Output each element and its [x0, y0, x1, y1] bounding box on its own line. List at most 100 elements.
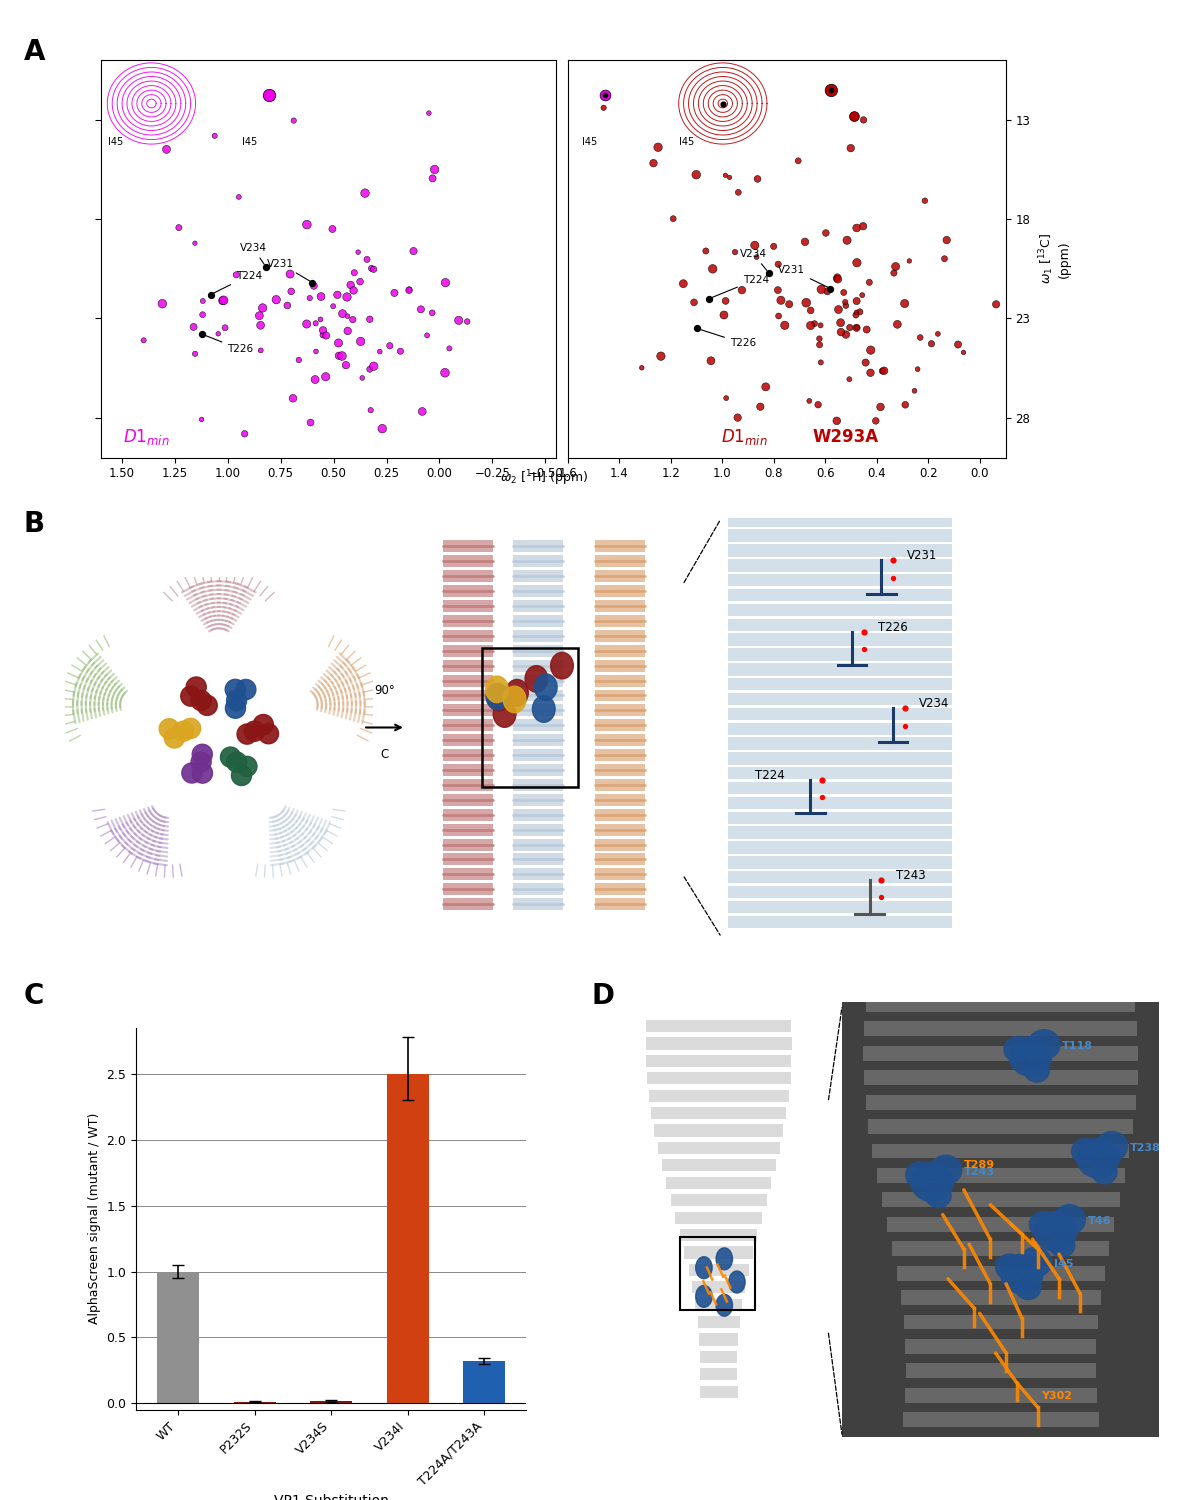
Point	[813, 784, 832, 808]
Point	[230, 184, 248, 209]
Text: A: A	[24, 38, 45, 66]
Circle shape	[181, 686, 201, 706]
Point	[838, 228, 856, 252]
Point	[847, 251, 866, 274]
Text: V231: V231	[778, 264, 828, 288]
Circle shape	[486, 684, 509, 709]
Point	[632, 356, 651, 380]
Point	[306, 312, 325, 336]
Point	[801, 314, 820, 338]
Point	[702, 350, 720, 374]
Point	[316, 364, 335, 388]
Circle shape	[181, 718, 201, 738]
Text: B: B	[24, 510, 45, 538]
Point	[344, 261, 363, 285]
Point	[341, 273, 360, 297]
Point	[953, 340, 972, 364]
Point	[328, 284, 347, 308]
Text: Y302: Y302	[1041, 1392, 1072, 1401]
Point	[370, 339, 389, 363]
Point	[873, 358, 892, 382]
Point	[193, 290, 212, 314]
Text: T289: T289	[964, 1160, 995, 1170]
Point	[338, 320, 357, 344]
Point	[716, 164, 735, 188]
Point	[648, 135, 667, 159]
Point	[205, 124, 224, 148]
Circle shape	[198, 696, 218, 715]
Point	[836, 322, 855, 346]
Circle shape	[258, 723, 278, 744]
Point	[847, 300, 866, 324]
Circle shape	[930, 1155, 962, 1185]
Point	[922, 332, 940, 356]
Point	[687, 162, 706, 186]
Point	[235, 422, 254, 446]
Bar	[234, 1402, 276, 1404]
Point	[336, 352, 355, 376]
Circle shape	[1001, 1254, 1043, 1293]
Circle shape	[182, 764, 202, 783]
Point	[251, 339, 270, 363]
Point	[905, 380, 924, 404]
Circle shape	[235, 680, 256, 699]
Point	[361, 308, 380, 332]
Point	[832, 310, 851, 334]
Circle shape	[192, 744, 212, 765]
Point	[854, 620, 873, 644]
Point	[652, 344, 671, 368]
Circle shape	[1072, 1138, 1099, 1164]
Point	[350, 270, 369, 294]
Text: T243: T243	[896, 868, 925, 882]
Point	[344, 279, 363, 303]
Point	[789, 148, 808, 172]
Circle shape	[173, 722, 194, 741]
Point	[836, 294, 855, 318]
Point	[715, 303, 733, 327]
Circle shape	[1024, 1059, 1049, 1082]
Point	[284, 387, 303, 411]
Circle shape	[190, 752, 211, 772]
Y-axis label: $\omega_1$ [$^{13}$C]
(ppm): $\omega_1$ [$^{13}$C] (ppm)	[1037, 232, 1071, 285]
Circle shape	[220, 747, 240, 766]
Point	[323, 217, 342, 242]
Circle shape	[1004, 1036, 1032, 1062]
Text: T224: T224	[712, 274, 769, 297]
Circle shape	[226, 752, 246, 772]
Bar	[387, 1074, 429, 1404]
Point	[700, 286, 719, 310]
Circle shape	[486, 676, 509, 702]
Text: $\omega_2$ [$^1$H] (ppm): $\omega_2$ [$^1$H] (ppm)	[500, 468, 588, 488]
Point	[832, 320, 851, 344]
Point	[896, 696, 914, 720]
Point	[937, 228, 956, 252]
Point	[353, 366, 371, 390]
Circle shape	[1009, 1036, 1052, 1076]
Point	[797, 291, 816, 315]
Point	[801, 298, 820, 322]
Text: I45: I45	[679, 138, 694, 147]
Point	[827, 410, 846, 434]
Point	[364, 354, 383, 378]
Point	[987, 292, 1006, 316]
Point	[751, 394, 770, 418]
Point	[674, 272, 693, 296]
Text: V234: V234	[240, 243, 266, 264]
Point	[847, 303, 866, 327]
Circle shape	[1054, 1204, 1085, 1234]
Text: V234: V234	[919, 698, 950, 709]
Point	[362, 256, 381, 280]
Point	[337, 285, 356, 309]
Point	[413, 399, 432, 423]
Point	[186, 342, 205, 366]
Point	[861, 362, 880, 386]
Circle shape	[1049, 1233, 1075, 1257]
Point	[458, 309, 477, 333]
Point	[856, 351, 875, 375]
Circle shape	[1092, 1160, 1117, 1184]
Point	[193, 303, 212, 327]
Point	[311, 285, 330, 309]
Point	[717, 386, 736, 410]
Point	[806, 312, 825, 336]
Point	[716, 290, 735, 314]
